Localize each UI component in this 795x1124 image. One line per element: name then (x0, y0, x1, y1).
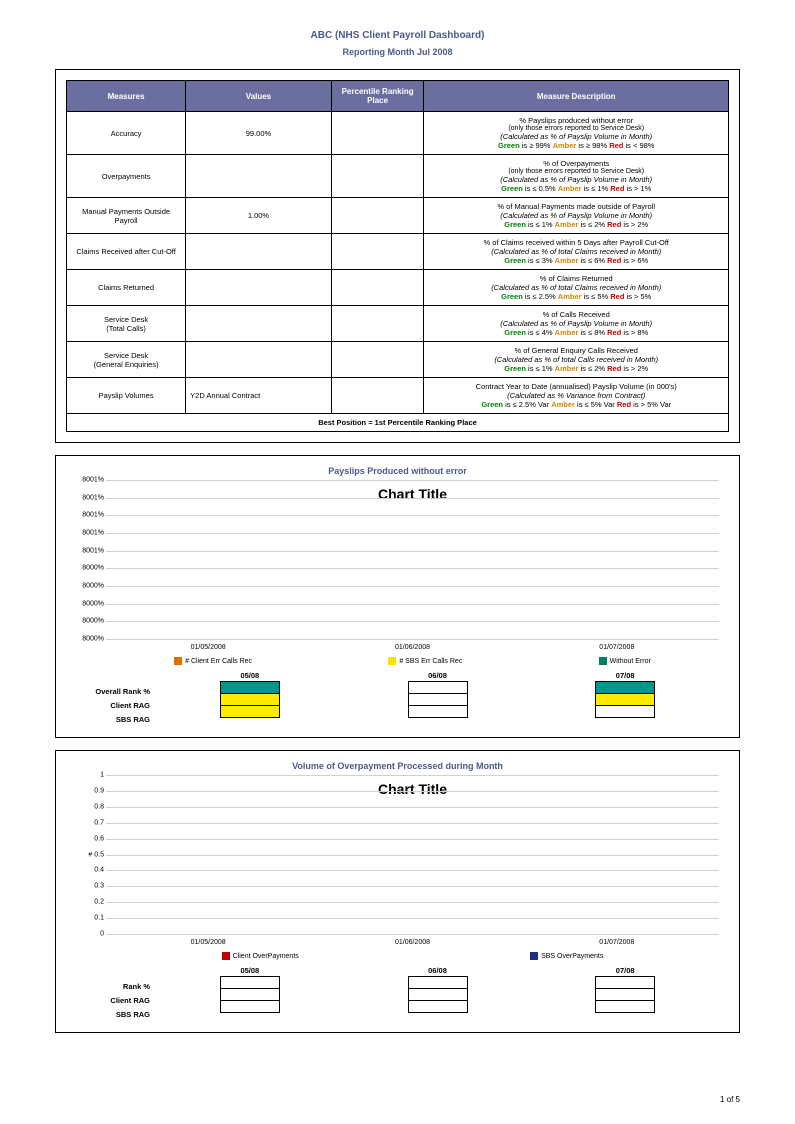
chart2-plot-title: Chart Title (106, 781, 719, 797)
chart2-plot: Chart Title 10.90.80.70.6# 0.50.40.30.20… (106, 775, 719, 935)
value-cell (186, 306, 332, 342)
rank-cell (331, 270, 424, 306)
measures-panel: Measures Values Percentile Ranking Place… (55, 69, 740, 443)
chart2-legend: Client OverPayments SBS OverPayments (106, 946, 719, 966)
reporting-month: Reporting Month Jul 2008 (55, 47, 740, 57)
measures-table: Measures Values Percentile Ranking Place… (66, 80, 729, 432)
col-desc: Measure Description (424, 81, 729, 112)
desc-cell: Contract Year to Date (annualised) Paysl… (424, 378, 729, 414)
measure-cell: Claims Returned (67, 270, 186, 306)
value-cell: 99.00% (186, 112, 332, 155)
measure-cell: Overpayments (67, 155, 186, 198)
col-rank: Percentile Ranking Place (331, 81, 424, 112)
value-cell (186, 155, 332, 198)
chart2-rag: Rank %Client RAGSBS RAG 05/0806/0807/08 (66, 966, 719, 1022)
chart1-panel: Payslips Produced without error Chart Ti… (55, 455, 740, 738)
legend-item: # Client Err Calls Rec (174, 657, 252, 665)
desc-cell: % of General Enquiry Calls Received(Calc… (424, 342, 729, 378)
measure-cell: Service Desk(General Enquiries) (67, 342, 186, 378)
dashboard-title: ABC (NHS Client Payroll Dashboard) (55, 30, 740, 41)
rank-cell (331, 378, 424, 414)
page-number: 1 of 5 (720, 1095, 740, 1104)
legend-item: # SBS Err Calls Rec (388, 657, 462, 665)
rag-column: 07/08 (531, 966, 719, 1022)
measure-cell: Accuracy (67, 112, 186, 155)
chart1-xaxis: 01/05/200801/06/200801/07/2008 (106, 640, 719, 651)
rank-cell (331, 342, 424, 378)
rag-column: 06/08 (344, 966, 532, 1022)
rag-column: 06/08 (344, 671, 532, 727)
value-cell (186, 270, 332, 306)
chart2-xaxis: 01/05/200801/06/200801/07/2008 (106, 935, 719, 946)
chart1-legend: # Client Err Calls Rec # SBS Err Calls Re… (106, 651, 719, 671)
rag-column: 05/08 (156, 671, 344, 727)
table-footer: Best Position = 1st Percentile Ranking P… (67, 414, 729, 432)
rag-column: 05/08 (156, 966, 344, 1022)
rank-cell (331, 306, 424, 342)
value-cell (186, 234, 332, 270)
desc-cell: % of Claims received within 5 Days after… (424, 234, 729, 270)
legend-item: Client OverPayments (222, 952, 299, 960)
rank-cell (331, 112, 424, 155)
desc-cell: % of Claims Returned(Calculated as % of … (424, 270, 729, 306)
rank-cell (331, 155, 424, 198)
legend-item: SBS OverPayments (530, 952, 603, 960)
desc-cell: % Payslips produced without error(only t… (424, 112, 729, 155)
col-values: Values (186, 81, 332, 112)
chart1-rag: Overall Rank %Client RAGSBS RAG 05/0806/… (66, 671, 719, 727)
measure-cell: Service Desk(Total Calls) (67, 306, 186, 342)
desc-cell: % of Overpayments(only those errors repo… (424, 155, 729, 198)
chart2-panel: Volume of Overpayment Processed during M… (55, 750, 740, 1033)
rank-cell (331, 234, 424, 270)
value-cell: Y2D Annual Contract (186, 378, 332, 414)
desc-cell: % of Manual Payments made outside of Pay… (424, 198, 729, 234)
chart1-caption: Payslips Produced without error (66, 466, 729, 476)
chart2-caption: Volume of Overpayment Processed during M… (66, 761, 729, 771)
measure-cell: Claims Received after Cut-Off (67, 234, 186, 270)
value-cell (186, 342, 332, 378)
measure-cell: Payslip Volumes (67, 378, 186, 414)
desc-cell: % of Calls Received(Calculated as % of P… (424, 306, 729, 342)
rank-cell (331, 198, 424, 234)
value-cell: 1.00% (186, 198, 332, 234)
measure-cell: Manual Payments Outside Payroll (67, 198, 186, 234)
chart1-plot: Chart Title 8001%8001%8001%8001%8001%800… (106, 480, 719, 640)
legend-item: Without Error (599, 657, 651, 665)
chart1-plot-title: Chart Title (106, 486, 719, 502)
col-measure: Measures (67, 81, 186, 112)
rag-column: 07/08 (531, 671, 719, 727)
